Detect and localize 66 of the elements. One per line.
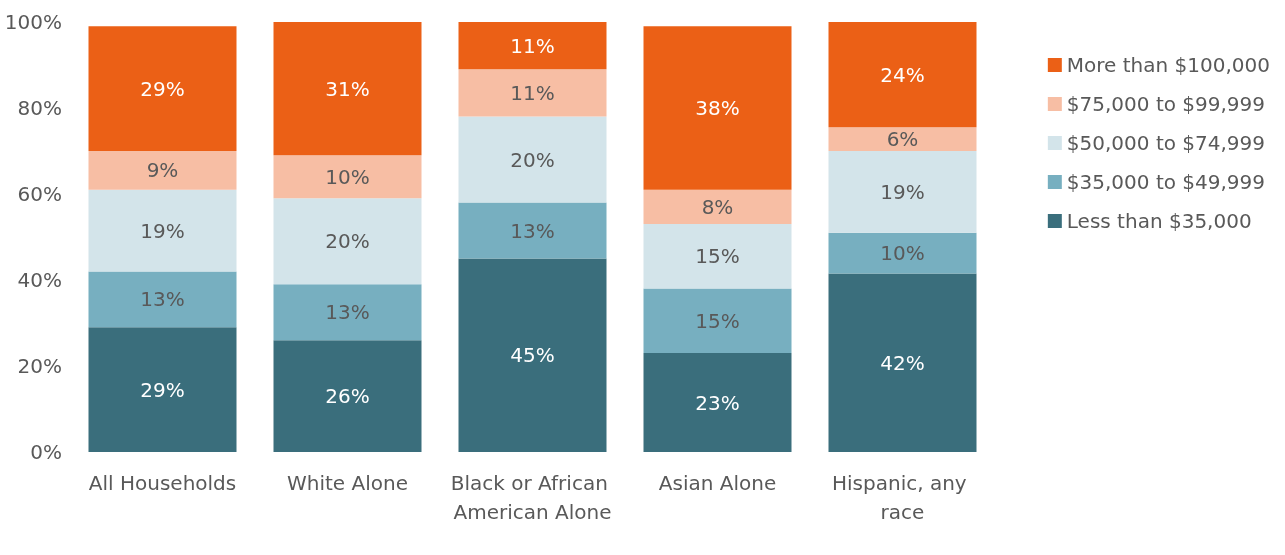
data-label: 26% <box>325 384 370 409</box>
data-label: 15% <box>695 308 740 333</box>
data-label: 10% <box>880 241 925 266</box>
legend-label: $35,000 to $49,999 <box>1066 170 1266 194</box>
bar <box>458 116 607 203</box>
data-label: 13% <box>140 287 185 312</box>
data-label: 13% <box>325 300 370 325</box>
bar <box>273 155 422 199</box>
y-tick-label: 80% <box>17 96 62 120</box>
y-tick-label: 40% <box>17 268 62 292</box>
bar <box>458 202 607 259</box>
bar <box>643 288 792 354</box>
bar <box>458 258 607 452</box>
data-label: 29% <box>140 76 185 101</box>
bar <box>273 22 422 156</box>
data-label: 20% <box>325 229 370 254</box>
bar <box>828 151 977 233</box>
y-tick-label: 60% <box>17 182 62 206</box>
data-label: 15% <box>695 244 740 269</box>
bar <box>828 273 977 452</box>
data-label: 19% <box>140 218 185 243</box>
data-label: 31% <box>325 76 370 101</box>
bar <box>273 284 422 341</box>
bar <box>828 127 977 151</box>
data-label: 6% <box>886 127 919 152</box>
bar <box>273 340 422 452</box>
bar <box>88 26 237 151</box>
x-tick-label: White Alone <box>287 470 408 495</box>
legend-label: Less than $35,000 <box>1066 209 1252 233</box>
data-label: 24% <box>880 62 925 87</box>
y-tick-label: 20% <box>17 354 62 378</box>
data-label: 20% <box>510 147 555 172</box>
x-tick-label: Black or African American Alone <box>450 470 615 524</box>
data-label: 11% <box>510 80 555 105</box>
x-tick-label: Hispanic, any race <box>831 470 974 524</box>
bar <box>88 271 237 328</box>
y-tick-label: 100% <box>4 10 62 34</box>
bar <box>643 224 792 289</box>
x-tick-label: Asian Alone <box>658 470 777 495</box>
data-label: 38% <box>695 96 740 120</box>
bar <box>643 189 792 225</box>
legend-label: $75,000 to $99,999 <box>1066 92 1266 116</box>
data-label: 19% <box>880 179 925 204</box>
bar <box>643 26 792 190</box>
bar <box>828 22 977 128</box>
data-label: 9% <box>146 158 179 183</box>
bar <box>458 69 607 117</box>
data-label: 11% <box>510 33 555 58</box>
data-label: 23% <box>695 390 740 415</box>
legend-label: More than $100,000 <box>1066 53 1271 77</box>
bar <box>88 189 237 272</box>
bar <box>643 353 792 452</box>
data-label: 13% <box>510 218 555 243</box>
bar <box>458 22 607 70</box>
data-label: 45% <box>510 343 555 368</box>
x-tick-label: All Households <box>88 470 237 495</box>
bar <box>273 198 422 285</box>
data-label: 29% <box>140 377 185 402</box>
data-label: 42% <box>880 350 925 375</box>
data-label: 10% <box>325 164 370 189</box>
y-tick-label: 0% <box>30 440 62 464</box>
legend-label: $50,000 to $74,999 <box>1066 131 1266 155</box>
bar <box>828 232 977 274</box>
bar <box>88 327 237 452</box>
bar <box>88 151 237 190</box>
data-label: 8% <box>701 194 734 219</box>
